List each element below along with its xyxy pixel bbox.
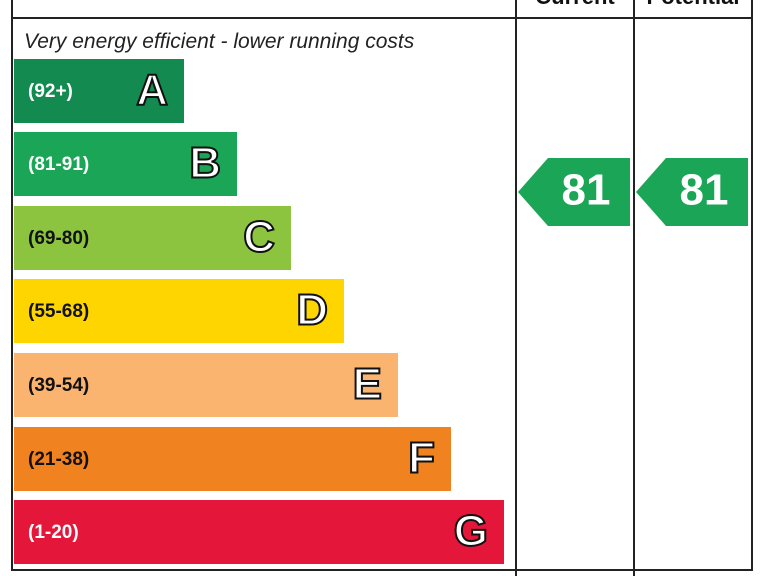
potential-arrow	[636, 158, 748, 226]
band-range: (39-54)	[28, 375, 89, 396]
band-bar	[14, 132, 237, 196]
band-range: (81-91)	[28, 154, 89, 175]
band-bar	[14, 206, 291, 270]
band-letter: E	[353, 360, 382, 409]
current-header: Current	[535, 0, 615, 9]
bands: (92+) A (81-91) B (69-80) C (55-68) D (39-54) E (2…	[14, 59, 504, 564]
band-letter: F	[408, 434, 435, 483]
band-letter: C	[243, 213, 275, 262]
band-bar	[14, 500, 504, 564]
band-bar	[14, 59, 184, 123]
band-letter: D	[296, 286, 328, 335]
current-arrow	[518, 158, 630, 226]
title: Very energy efficient - lower running co…	[24, 30, 415, 53]
band-letter: G	[454, 507, 488, 556]
band-bar	[14, 427, 451, 491]
current-score: 81	[562, 166, 611, 215]
potential-score: 81	[680, 166, 729, 215]
band-range: (1-20)	[28, 522, 79, 543]
band-range: (92+)	[28, 81, 73, 102]
band-letter: B	[189, 139, 221, 188]
band-range: (55-68)	[28, 301, 89, 322]
band-range: (69-80)	[28, 228, 89, 249]
potential-header: Potential	[647, 0, 740, 9]
band-range: (21-38)	[28, 449, 89, 470]
band-bar	[14, 279, 344, 343]
band-letter: A	[136, 66, 168, 115]
frame	[11, 0, 753, 571]
band-bar	[14, 353, 398, 417]
